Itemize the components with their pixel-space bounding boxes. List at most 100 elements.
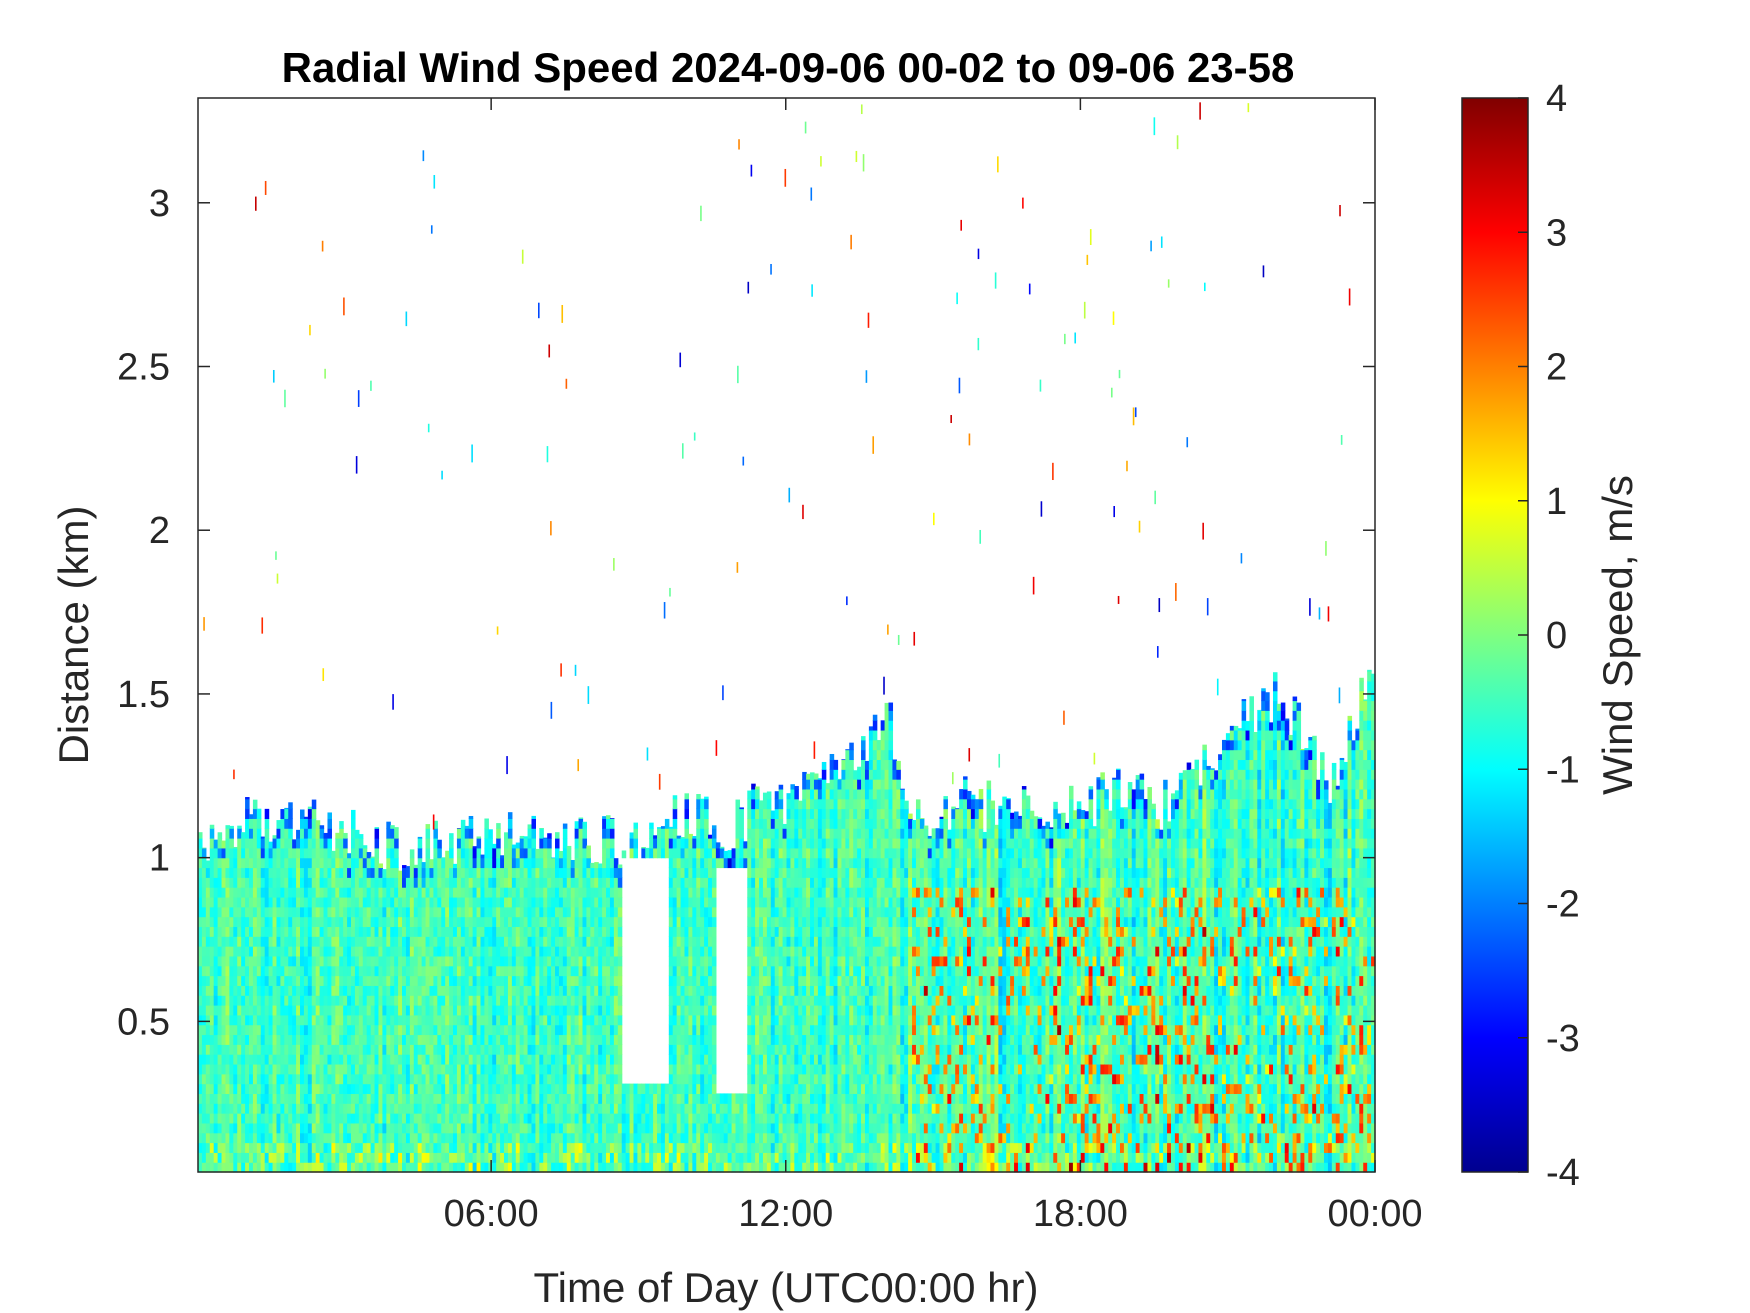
heatmap-cell — [574, 965, 580, 977]
heatmap-cell — [790, 857, 795, 869]
heatmap-cell — [547, 1014, 552, 1026]
heatmap-cell — [700, 1014, 705, 1026]
heatmap-cell — [488, 1073, 493, 1085]
heatmap-cell — [504, 1083, 509, 1095]
heatmap-cell — [782, 828, 788, 839]
heatmap-cell — [362, 1034, 368, 1045]
heatmap-cell — [205, 1014, 211, 1026]
heatmap-cell — [496, 1122, 501, 1134]
heatmap-cell — [327, 1113, 332, 1124]
heatmap-cell — [535, 1132, 540, 1144]
heatmap-cell — [343, 936, 348, 947]
heatmap-cell — [433, 946, 438, 957]
heatmap-cell — [653, 1093, 658, 1104]
heatmap-cell — [488, 955, 493, 967]
heatmap-cell — [598, 906, 603, 918]
heatmap-cell — [413, 1073, 419, 1085]
heatmap-cell — [582, 916, 588, 928]
heatmap-cell — [715, 1142, 721, 1153]
heatmap-cell — [774, 838, 780, 849]
heatmap-cell — [704, 1005, 709, 1016]
heatmap-cell — [543, 1073, 548, 1085]
heatmap-cell — [774, 1073, 780, 1085]
heatmap-cell — [684, 1142, 690, 1153]
heatmap-cell — [496, 926, 501, 937]
heatmap-cell — [688, 985, 693, 996]
heatmap-cell — [657, 1093, 662, 1104]
heatmap-cell — [249, 995, 254, 1006]
heatmap-cell — [441, 1113, 446, 1124]
heatmap-cell — [249, 1044, 254, 1055]
heatmap-cell — [684, 1005, 690, 1016]
heatmap-cell — [284, 946, 289, 957]
heatmap-cell — [382, 975, 387, 986]
heatmap-cell — [613, 1024, 619, 1036]
heatmap-cell — [421, 1122, 427, 1134]
heatmap-cell — [237, 1063, 242, 1075]
heatmap-cell — [759, 1152, 764, 1163]
heatmap-cell — [366, 1024, 372, 1036]
heatmap-cell — [598, 926, 603, 937]
heatmap-cell — [802, 1063, 807, 1075]
heatmap-cell — [268, 955, 274, 967]
heatmap-cell — [225, 1152, 230, 1163]
heatmap-cell — [429, 1034, 434, 1045]
heatmap-cell — [201, 877, 207, 888]
heatmap-cell — [778, 1024, 784, 1036]
heatmap-cell — [523, 847, 529, 859]
heatmap-cell — [594, 1044, 599, 1055]
heatmap-cell — [778, 1034, 784, 1045]
heatmap-cell — [276, 1014, 281, 1026]
heatmap-cell — [766, 847, 772, 859]
heatmap-cell — [354, 936, 360, 947]
heatmap-cell — [562, 1093, 568, 1104]
heatmap-cell — [590, 1083, 595, 1095]
heatmap-cell — [402, 1083, 407, 1095]
heatmap-cell — [347, 946, 352, 957]
heatmap-cell — [300, 1073, 305, 1085]
heatmap-cell — [209, 1113, 215, 1124]
heatmap-cell — [300, 1024, 305, 1036]
heatmap-cell — [578, 1063, 584, 1075]
heatmap-cell — [798, 1063, 803, 1075]
heatmap-cell — [641, 1122, 646, 1134]
heatmap-cell — [441, 1162, 446, 1173]
heatmap-cell — [523, 916, 529, 928]
heatmap-cell — [339, 877, 344, 888]
heatmap-cell — [351, 955, 356, 967]
heatmap-cell — [335, 1005, 340, 1016]
heatmap-cell — [539, 1162, 544, 1173]
heatmap-cell — [374, 975, 380, 986]
heatmap-cell — [413, 926, 419, 937]
heatmap-cell — [519, 1113, 525, 1124]
heatmap-cell — [762, 847, 768, 859]
heatmap-cell — [445, 965, 450, 977]
heatmap-cell — [570, 1014, 576, 1026]
heatmap-cell — [413, 1063, 419, 1075]
heatmap-cell — [198, 847, 203, 859]
heatmap-cells — [198, 669, 1376, 1173]
heatmap-cell — [617, 1152, 623, 1163]
heatmap-cell — [237, 1054, 242, 1065]
heatmap-cell — [201, 896, 207, 908]
heatmap-cell — [527, 877, 533, 888]
heatmap-cell — [229, 1083, 234, 1095]
heatmap-cell — [327, 838, 332, 849]
heatmap-cell — [570, 916, 576, 928]
heatmap-cell — [323, 926, 329, 937]
heatmap-cell — [684, 847, 690, 859]
heatmap-cell — [307, 955, 313, 967]
heatmap-cell — [782, 857, 788, 869]
heatmap-cell — [382, 1142, 387, 1153]
heatmap-cell — [566, 985, 572, 996]
heatmap-cell — [594, 887, 599, 898]
heatmap-cell — [264, 1054, 270, 1065]
heatmap-cell — [319, 857, 325, 869]
heatmap-cell — [543, 877, 548, 888]
heatmap-cell — [315, 1063, 321, 1075]
heatmap-cell — [441, 1132, 446, 1144]
heatmap-cell — [755, 828, 760, 839]
heatmap-cell — [535, 857, 540, 869]
heatmap-cell — [276, 916, 281, 928]
